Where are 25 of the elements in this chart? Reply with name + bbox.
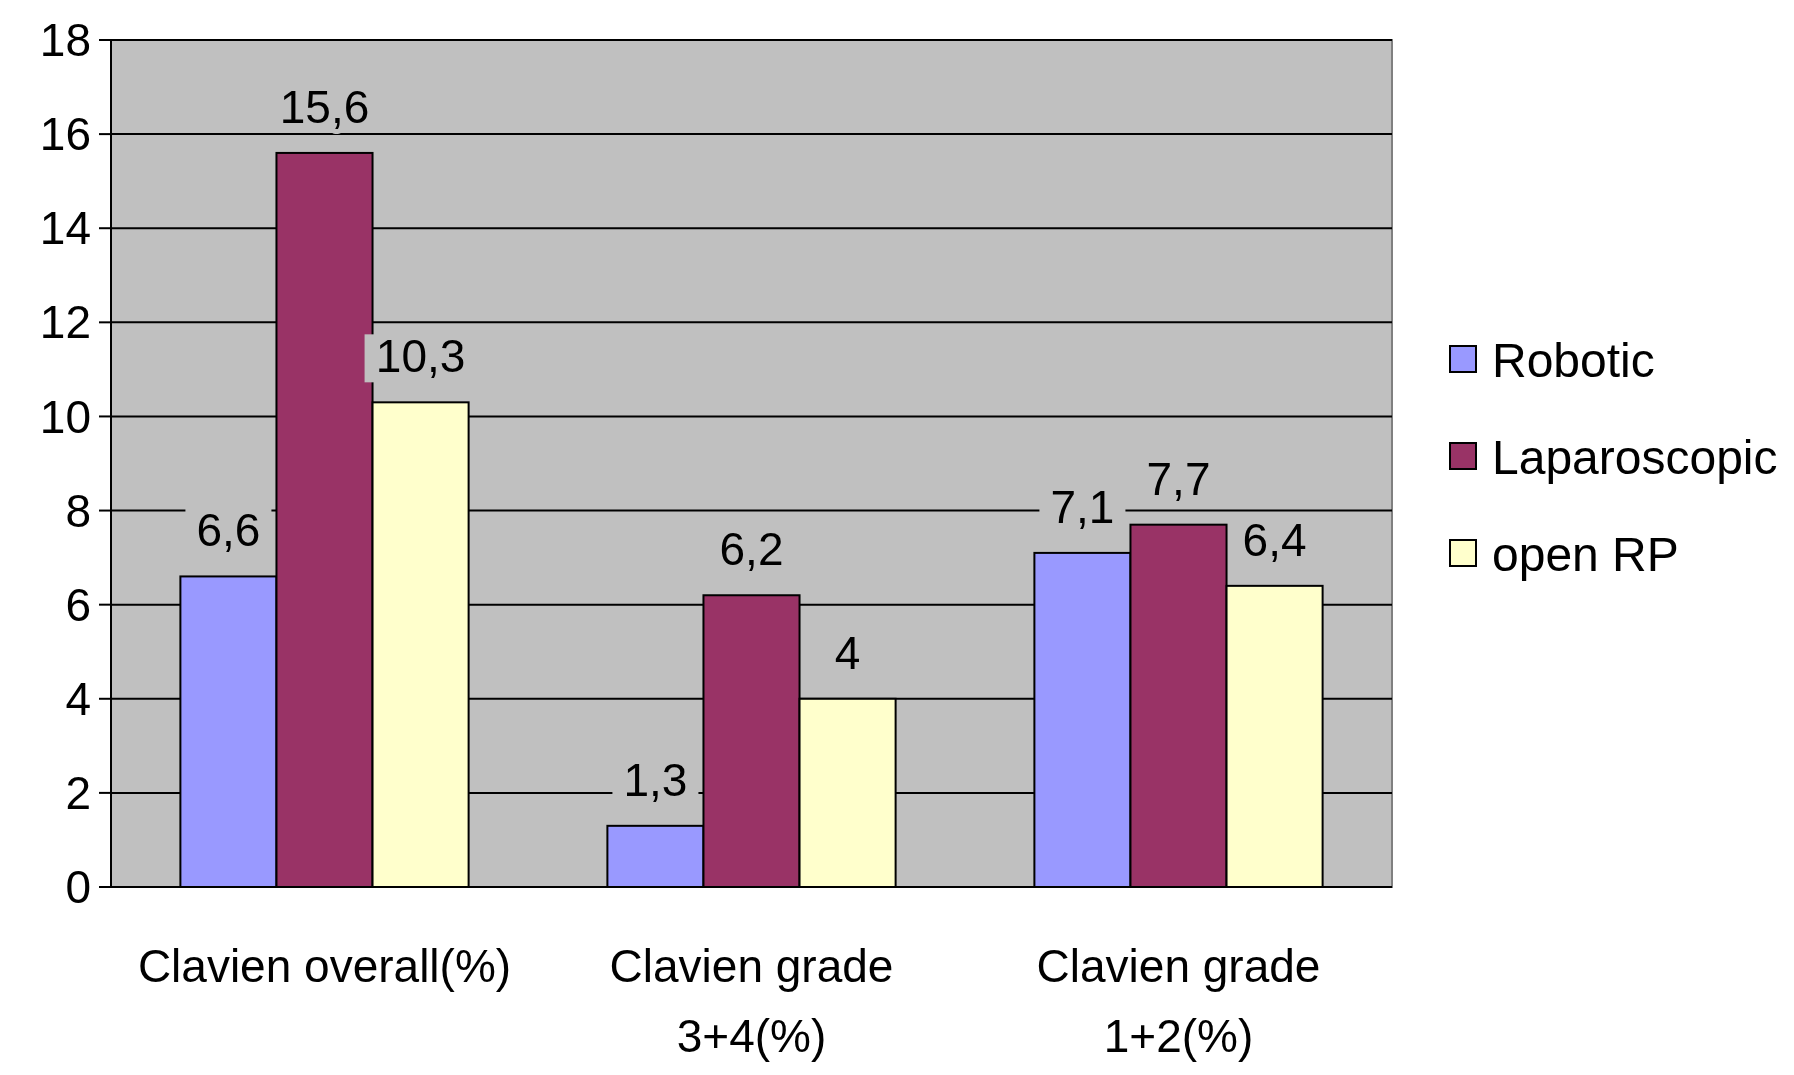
y-tick-label: 0	[65, 861, 91, 914]
y-tick-label: 2	[65, 766, 91, 819]
legend-label: open RP	[1492, 527, 1679, 581]
data-label: 7,1	[1050, 480, 1115, 533]
data-label: 10,3	[375, 330, 466, 383]
y-tick-label: 4	[65, 672, 91, 725]
data-label: 15,6	[279, 80, 370, 133]
y-tick-label: 16	[39, 108, 91, 161]
data-label: 1,3	[623, 753, 688, 806]
y-tick-label: 10	[39, 390, 91, 443]
data-label: 6,6	[196, 504, 261, 557]
y-tick-label: 6	[65, 578, 91, 631]
x-tick-label: Clavien grade 3+4(%)	[609, 940, 894, 1062]
legend-label: Laparoscopic	[1492, 430, 1778, 484]
x-tick-label: Clavien grade 1+2(%)	[1036, 940, 1321, 1062]
legend-label: Robotic	[1492, 333, 1655, 387]
x-tick-label: Clavien overall(%)	[137, 940, 512, 992]
data-label: 6,2	[719, 523, 784, 576]
data-label: 6,4	[1242, 513, 1307, 566]
y-tick-label: 18	[39, 14, 91, 67]
data-label: 4	[834, 626, 861, 679]
data-label: 7,7	[1146, 452, 1211, 505]
y-tick-label: 12	[39, 296, 91, 349]
y-tick-label: 8	[65, 484, 91, 537]
y-tick-label: 14	[39, 202, 91, 255]
